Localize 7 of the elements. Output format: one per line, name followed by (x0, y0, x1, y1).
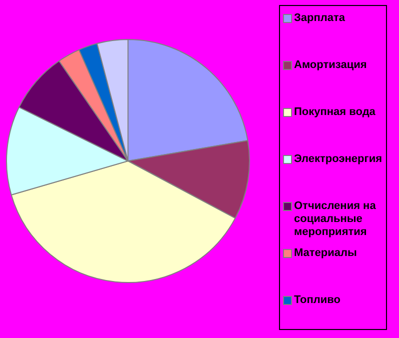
legend-label: Амортизация (294, 59, 367, 72)
legend-label: Покупная вода (294, 106, 376, 119)
legend-label: Топливо (294, 294, 340, 307)
legend-label: Зарплата (294, 12, 345, 25)
legend-label: Электроэнергия (294, 153, 382, 166)
legend-label: Отчисления на социальные мероприятия (294, 200, 377, 239)
legend-label: Материалы (294, 247, 357, 260)
